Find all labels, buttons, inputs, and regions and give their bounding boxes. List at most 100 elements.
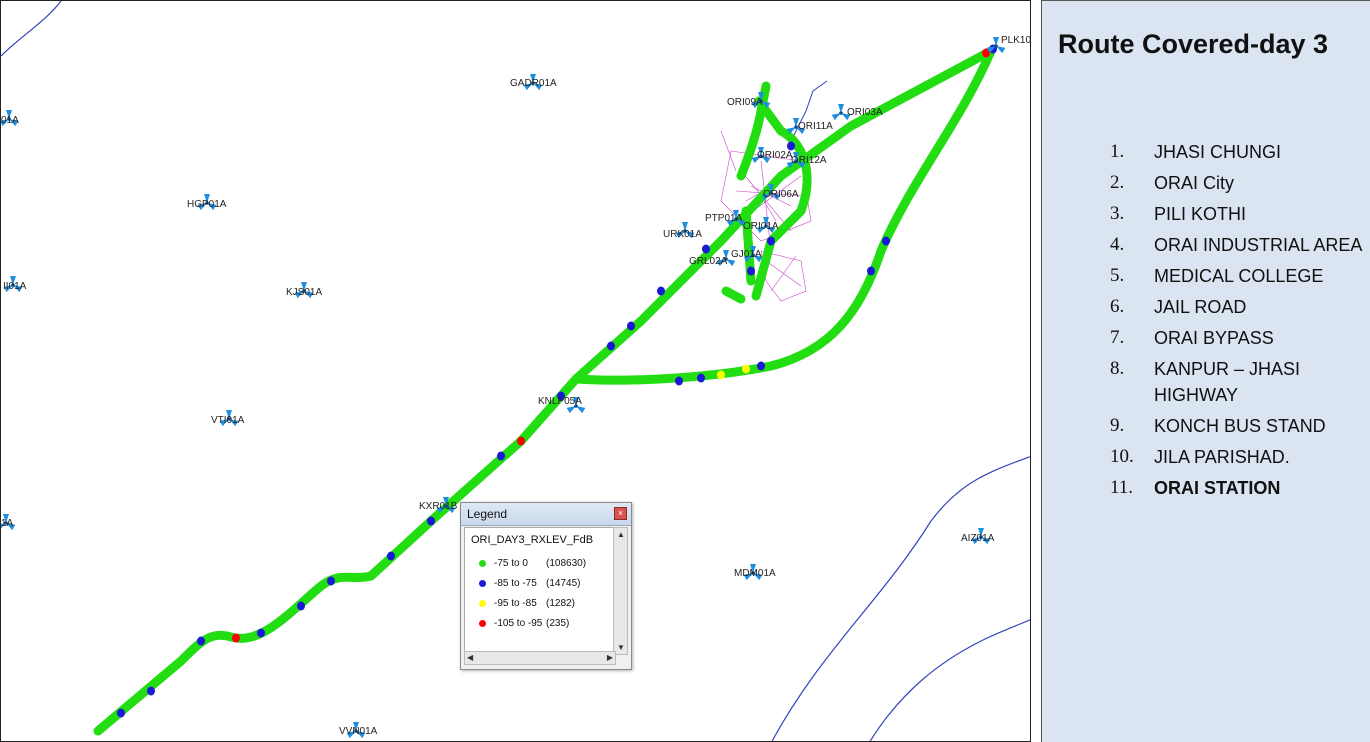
route-item: 10. JILA PARISHAD. xyxy=(1110,444,1370,470)
signal-sample-mark xyxy=(497,451,505,461)
cell-site-antenna-icon[interactable] xyxy=(971,528,991,545)
legend-window[interactable]: Legend × ORI_DAY3_RXLEV_FdB -75 to 0 (108… xyxy=(460,502,632,670)
legend-dot-icon xyxy=(479,619,486,627)
scroll-right-icon[interactable]: ▶ xyxy=(606,653,613,662)
river-right-upper xyxy=(771,456,1030,741)
map-panel[interactable]: PLK10 GADR01A ORI09A ORI03A ORI11A ORI02A ORI1… xyxy=(0,0,1031,742)
scroll-up-icon[interactable]: ▲ xyxy=(617,530,625,539)
cell-site-antenna-icon[interactable] xyxy=(831,104,851,121)
site-label: ORI01A xyxy=(743,221,779,232)
route-item-text: PILI KOTHI xyxy=(1154,204,1247,224)
route-item-text: ORAI INDUSTRIAL AREA xyxy=(1154,235,1363,255)
cell-site-antenna-icon[interactable] xyxy=(743,564,763,581)
route-item-number: 6. xyxy=(1110,296,1125,317)
legend-count: (235) xyxy=(546,618,570,629)
legend-item: -95 to -85 (1282) xyxy=(479,598,575,609)
route-item: 3. PILI KOTHI xyxy=(1110,201,1370,227)
route-item: 8. KANPUR – JHASI HIGHWAY xyxy=(1110,356,1370,408)
cell-site-antenna-icon[interactable] xyxy=(346,722,366,739)
cell-site-antenna-icon[interactable] xyxy=(3,276,23,293)
route-item: 4. ORAI INDUSTRIAL AREA xyxy=(1110,232,1370,258)
cell-site-antenna-icon[interactable] xyxy=(219,410,239,427)
cell-site-antenna-icon[interactable] xyxy=(675,222,695,239)
legend-range: -95 to -85 xyxy=(494,598,537,609)
cell-site-antenna-icon[interactable] xyxy=(743,246,763,263)
site-label: AIZ01A xyxy=(961,533,995,544)
route-list: 1. JHASI CHUNGI 2. ORAI City 3. PILI KOTHI … xyxy=(1110,139,1370,506)
drive-test-map[interactable]: PLK10 GADR01A ORI09A ORI03A ORI11A ORI02AORI1… xyxy=(1,1,1031,742)
site-label: KXR01B xyxy=(419,501,458,512)
route-item-number: 1. xyxy=(1110,141,1125,162)
route-item-text: ORAI BYPASS xyxy=(1154,328,1274,348)
route-item-text: JILA PARISHAD. xyxy=(1154,447,1290,467)
cell-site-antenna-icon[interactable] xyxy=(1,514,16,531)
site-label: MDM01A xyxy=(734,568,776,579)
legend-layer-name: ORI_DAY3_RXLEV_FdB xyxy=(471,534,594,546)
legend-item: -85 to -75 (14745) xyxy=(479,578,580,589)
scroll-left-icon[interactable]: ◀ xyxy=(467,653,474,662)
signal-sample-mark xyxy=(627,321,635,331)
route-city-loop xyxy=(721,81,812,304)
cell-site-antenna-icon[interactable] xyxy=(716,250,736,267)
close-icon[interactable]: × xyxy=(614,507,627,520)
signal-sample-mark xyxy=(982,48,990,58)
site-label: ORI06A xyxy=(763,189,799,200)
cell-site-antenna-icon[interactable] xyxy=(751,92,771,109)
river-north-spur xyxy=(790,80,828,142)
route-item-text: KONCH BUS STAND xyxy=(1154,416,1326,436)
route-item-number: 10. xyxy=(1110,446,1134,467)
legend-range: -75 to 0 xyxy=(494,558,528,569)
signal-sample-mark xyxy=(427,516,435,526)
river-top-left xyxy=(1,1,62,57)
cell-site-antenna-icon[interactable] xyxy=(726,210,746,227)
legend-count: (14745) xyxy=(546,578,581,589)
signal-sample-mark xyxy=(557,391,565,401)
signal-sample-mark xyxy=(327,576,335,586)
route-item-number: 2. xyxy=(1110,172,1125,193)
signal-sample-mark xyxy=(675,376,683,386)
site-label: ORI11A xyxy=(798,121,833,132)
cell-site-antenna-icon[interactable] xyxy=(786,152,806,169)
site-label: PLK10 xyxy=(1001,35,1031,46)
site-label: VTI01A xyxy=(211,415,245,426)
legend-dot-icon xyxy=(479,579,486,587)
cell-site-antenna-icon[interactable] xyxy=(436,497,456,514)
signal-sample-mark xyxy=(702,244,710,254)
cell-site-antenna-icon[interactable] xyxy=(197,194,217,211)
signal-sample-mark xyxy=(517,436,525,446)
signal-sample-mark xyxy=(147,686,155,696)
route-item: 2. ORAI City xyxy=(1110,170,1370,196)
scroll-down-icon[interactable]: ▼ xyxy=(617,643,625,652)
cell-site-antenna-icon[interactable] xyxy=(566,397,586,414)
legend-dot-icon xyxy=(479,559,486,567)
route-title: Route Covered-day 3 xyxy=(1058,29,1329,59)
legend-horizontal-scrollbar[interactable]: ◀ ▶ xyxy=(464,651,616,665)
legend-item: -75 to 0 (108630) xyxy=(479,558,586,569)
cell-site-antenna-icon[interactable] xyxy=(294,282,314,299)
cell-site-antenna-icon[interactable] xyxy=(986,37,1006,54)
signal-marks xyxy=(117,44,997,718)
cell-site-antenna-icon[interactable] xyxy=(523,74,543,91)
route-item-number: 7. xyxy=(1110,327,1125,348)
route-bypass xyxy=(571,46,996,385)
site-label: 01A xyxy=(1,115,19,126)
legend-titlebar[interactable]: Legend × xyxy=(461,503,631,526)
route-item: 7. ORAI BYPASS xyxy=(1110,325,1370,351)
cell-site-antenna-icon[interactable] xyxy=(756,217,776,234)
signal-sample-mark xyxy=(717,370,725,380)
signal-sample-mark xyxy=(747,266,755,276)
route-item-text: JHASI CHUNGI xyxy=(1154,142,1282,162)
signal-sample-mark xyxy=(197,636,205,646)
route-item-number: 8. xyxy=(1110,358,1125,379)
site-label: GJ01A xyxy=(731,249,762,260)
legend-vertical-scrollbar[interactable]: ▲ ▼ xyxy=(613,527,628,655)
cell-site-antenna-icon[interactable] xyxy=(1,110,19,127)
cell-site-antenna-icon[interactable] xyxy=(751,147,771,164)
route-item-number: 11. xyxy=(1110,477,1134,498)
cell-site-antenna-icon[interactable] xyxy=(761,184,781,201)
cell-site-antenna-icon[interactable] xyxy=(786,118,806,135)
legend-title: Legend xyxy=(467,507,508,521)
signal-sample-mark xyxy=(607,341,615,351)
route-item-text: ORAI STATION xyxy=(1154,478,1281,498)
route-item: 9. KONCH BUS STAND xyxy=(1110,413,1370,439)
